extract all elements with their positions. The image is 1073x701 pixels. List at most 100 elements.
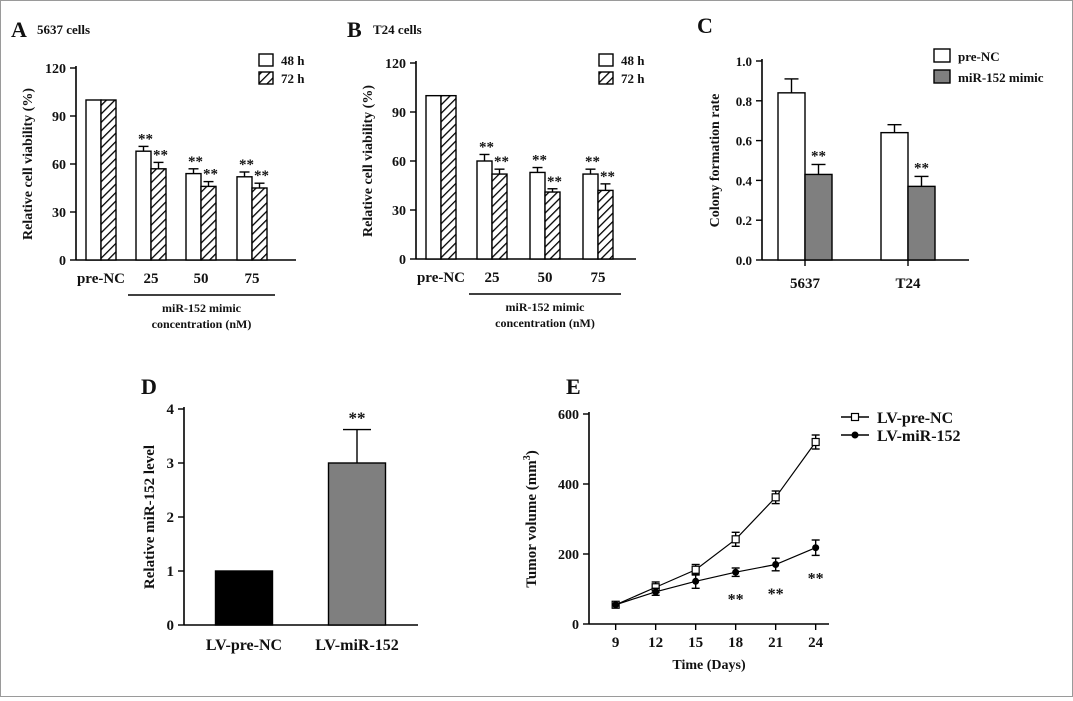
significance-mark: ** xyxy=(494,154,509,170)
significance-mark: ** xyxy=(808,570,824,587)
x-tick-label: 24 xyxy=(808,635,824,651)
error-bar xyxy=(547,188,558,193)
bar-mir-152-mimic-t24 xyxy=(907,185,936,261)
y-axis-label-sup: 3 xyxy=(522,455,533,460)
series-line xyxy=(615,441,817,606)
y-tick-label: 0.0 xyxy=(736,253,752,268)
significance-mark: ** xyxy=(479,139,494,155)
panel-letter-d: D xyxy=(141,374,157,399)
y-axis-label-close: ) xyxy=(524,450,540,455)
data-point xyxy=(731,535,740,544)
bar-48h-25 xyxy=(476,160,493,260)
group-label-line2: concentration (nM) xyxy=(152,317,252,331)
significance-mark: ** xyxy=(768,586,784,603)
error-bar xyxy=(914,175,929,187)
group-label-line1: miR-152 mimic xyxy=(162,301,242,315)
x-tick-label: 25 xyxy=(144,271,159,287)
error-bar xyxy=(138,145,149,152)
y-axis-label-main: Tumor volume (mm xyxy=(524,460,540,588)
error-bar xyxy=(153,161,164,169)
bar-72h-50 xyxy=(200,185,217,261)
error-bar xyxy=(479,153,490,161)
y-tick-label: 60 xyxy=(52,158,66,173)
x-tick-label: 9 xyxy=(612,635,620,651)
error-bar xyxy=(343,428,371,463)
error-bar xyxy=(494,168,505,175)
x-tick-label: 75 xyxy=(245,271,260,287)
x-tick-label: 15 xyxy=(688,635,703,651)
significance-mark: ** xyxy=(547,174,562,190)
y-tick-label: 1.0 xyxy=(736,54,752,69)
y-tick-label: 0.2 xyxy=(736,213,752,228)
bar-72h-25 xyxy=(150,168,167,261)
x-tick-label: 50 xyxy=(194,271,209,287)
y-axis-label: Relative cell viability (%) xyxy=(21,88,36,240)
series-lv-pre-nc xyxy=(611,434,820,609)
data-point xyxy=(812,544,820,552)
legend-swatch xyxy=(933,69,951,84)
y-axis-label: Colony formation rate xyxy=(708,94,723,228)
legend-swatch-72h xyxy=(598,71,614,85)
y-tick-label: 200 xyxy=(558,548,579,563)
significance-mark: ** xyxy=(728,591,744,608)
legend-label: 72 h xyxy=(281,71,305,86)
legend-label: 48 h xyxy=(281,53,305,68)
data-point xyxy=(692,577,700,585)
significance-mark: ** xyxy=(914,160,929,176)
legend-marker xyxy=(851,431,859,439)
y-axis-label: Relative cell viability (%) xyxy=(361,85,376,237)
error-bar xyxy=(203,180,214,187)
panel-letter-b: B xyxy=(347,17,362,42)
data-point xyxy=(772,561,780,568)
legend-label: 72 h xyxy=(621,71,645,86)
panel-b-y-axis: 0 30 60 90 120 xyxy=(385,57,417,268)
y-tick-label: 0 xyxy=(167,618,175,634)
significance-mark: ** xyxy=(153,147,168,163)
y-tick-label: 400 xyxy=(558,478,579,493)
y-axis-label: Tumor volume (mm3) xyxy=(522,450,540,588)
panel-e-y-axis: 0 200 400 600 xyxy=(558,408,590,633)
bar-pre-nc-5637 xyxy=(777,92,806,261)
y-tick-label: 0.6 xyxy=(736,134,753,149)
y-tick-label: 90 xyxy=(392,106,406,121)
y-tick-label: 4 xyxy=(167,402,175,418)
x-tick-label: pre-NC xyxy=(417,270,465,286)
panel-letter-e: E xyxy=(566,374,581,399)
y-tick-label: 1 xyxy=(167,564,175,580)
data-point xyxy=(612,601,620,609)
y-tick-label: 120 xyxy=(45,62,66,77)
y-tick-label: 120 xyxy=(385,57,406,72)
significance-mark: ** xyxy=(349,409,366,428)
bar-48h-pre-nc xyxy=(85,99,102,261)
panel-d-y-axis: 0 1 2 3 4 xyxy=(167,402,185,634)
error-bar xyxy=(188,168,199,174)
y-tick-label: 0 xyxy=(59,254,66,269)
bar-72h-pre-nc xyxy=(100,99,117,261)
y-tick-label: 0 xyxy=(399,253,406,268)
x-tick-label: 21 xyxy=(768,635,783,651)
y-tick-label: 90 xyxy=(52,110,66,125)
y-tick-label: 3 xyxy=(167,456,175,472)
legend-label: LV-miR-152 xyxy=(877,428,961,445)
panel-a-y-axis: 0 30 60 90 120 xyxy=(45,62,77,269)
legend-label: miR-152 mimic xyxy=(958,70,1044,85)
error-bar xyxy=(239,171,250,177)
bar-lv-mir-152 xyxy=(327,462,387,626)
legend-label: LV-pre-NC xyxy=(877,410,953,427)
significance-mark: ** xyxy=(585,154,600,170)
bar-48h-25 xyxy=(135,150,152,261)
x-tick-label: LV-miR-152 xyxy=(315,637,399,654)
series-line xyxy=(615,547,816,606)
x-axis-label: Time (Days) xyxy=(672,658,746,673)
error-bar xyxy=(585,168,596,175)
y-tick-label: 0 xyxy=(572,618,579,633)
significance-mark: ** xyxy=(811,148,826,164)
data-point xyxy=(811,437,820,447)
data-point xyxy=(771,493,780,502)
x-tick-label: pre-NC xyxy=(77,271,125,287)
y-tick-label: 0.4 xyxy=(736,173,753,188)
bar-72h-75 xyxy=(597,189,614,260)
bar-48h-50 xyxy=(185,172,202,261)
bar-72h-25 xyxy=(491,173,508,260)
